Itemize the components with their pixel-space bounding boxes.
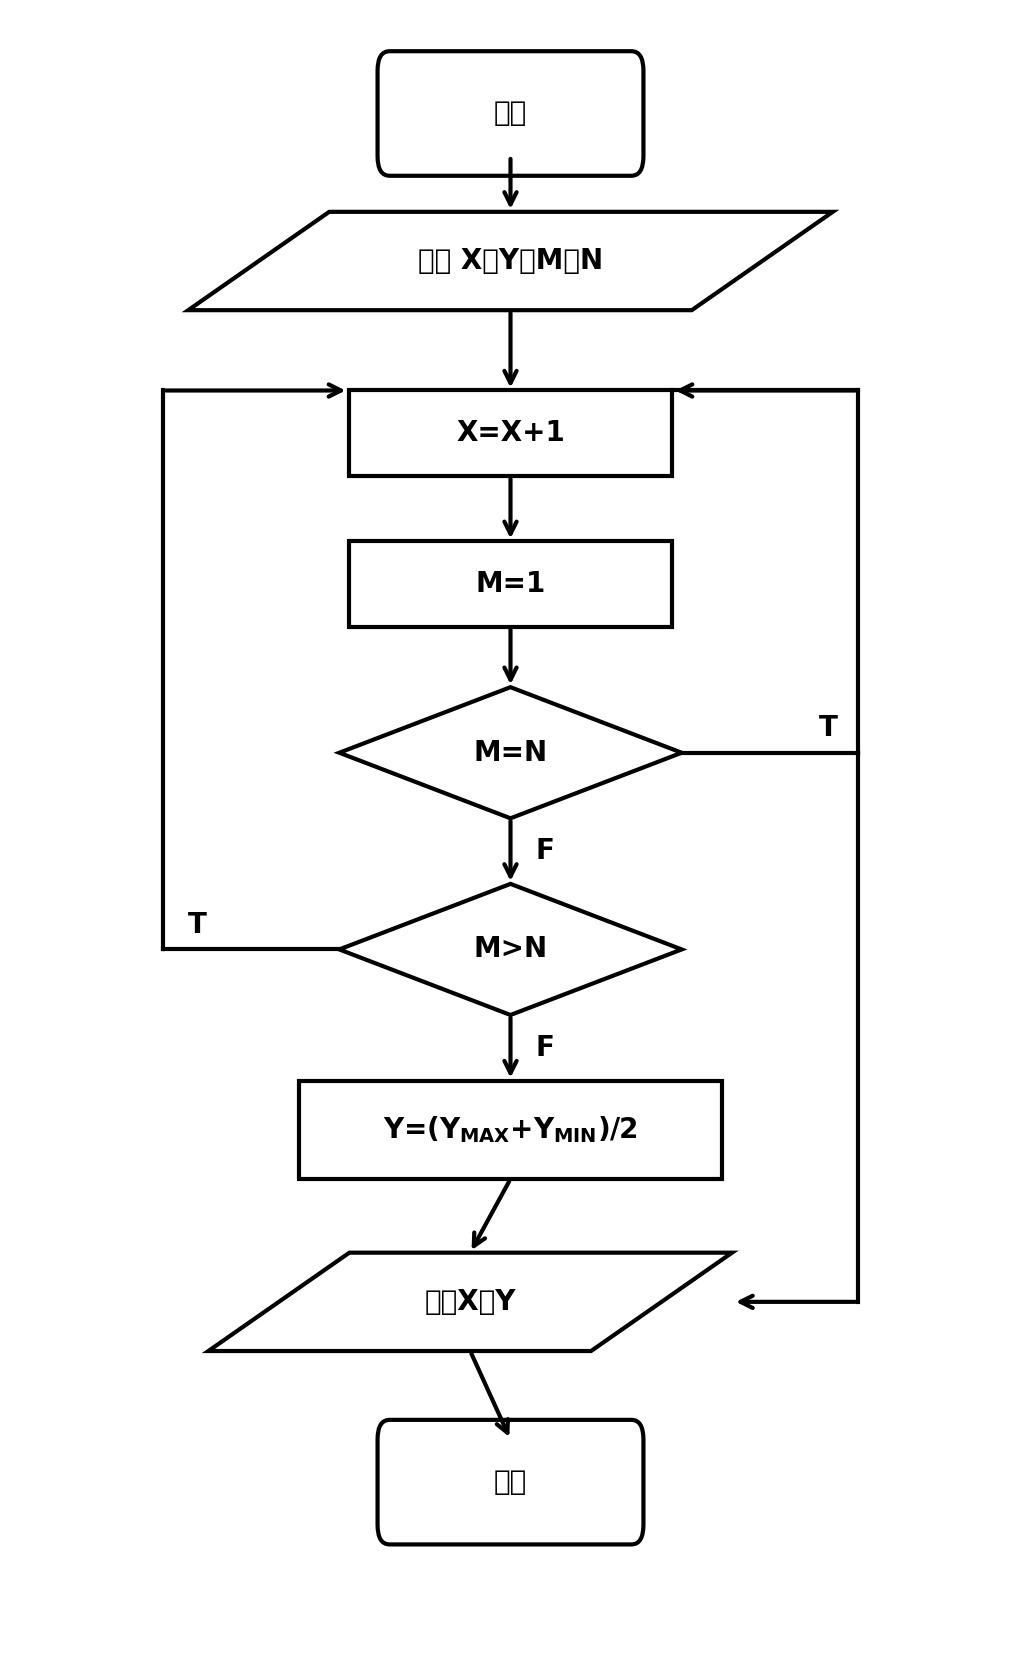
Polygon shape [208,1253,732,1351]
Text: 输入 X、Y、M、N: 输入 X、Y、M、N [418,246,603,274]
Polygon shape [339,688,682,818]
Text: 开始: 开始 [494,99,527,127]
Text: F: F [536,836,554,865]
FancyBboxPatch shape [378,1420,643,1544]
Text: M>N: M>N [474,936,547,964]
FancyBboxPatch shape [378,51,643,175]
Text: M=1: M=1 [476,570,545,598]
Text: M=N: M=N [474,739,547,767]
Text: Y=(Y$_{\mathbf{MAX}}$+Y$_{\mathbf{MIN}}$)/2: Y=(Y$_{\mathbf{MAX}}$+Y$_{\mathbf{MIN}}$… [383,1114,638,1146]
Text: T: T [819,714,838,742]
Text: T: T [188,911,207,939]
Polygon shape [188,212,833,311]
Text: 输出X、Y: 输出X、Y [425,1288,516,1316]
Bar [349,541,672,626]
Text: F: F [536,1033,554,1061]
Polygon shape [339,884,682,1015]
Text: 结束: 结束 [494,1468,527,1496]
Text: X=X+1: X=X+1 [456,420,565,446]
Bar [299,1081,722,1179]
Bar [349,390,672,476]
